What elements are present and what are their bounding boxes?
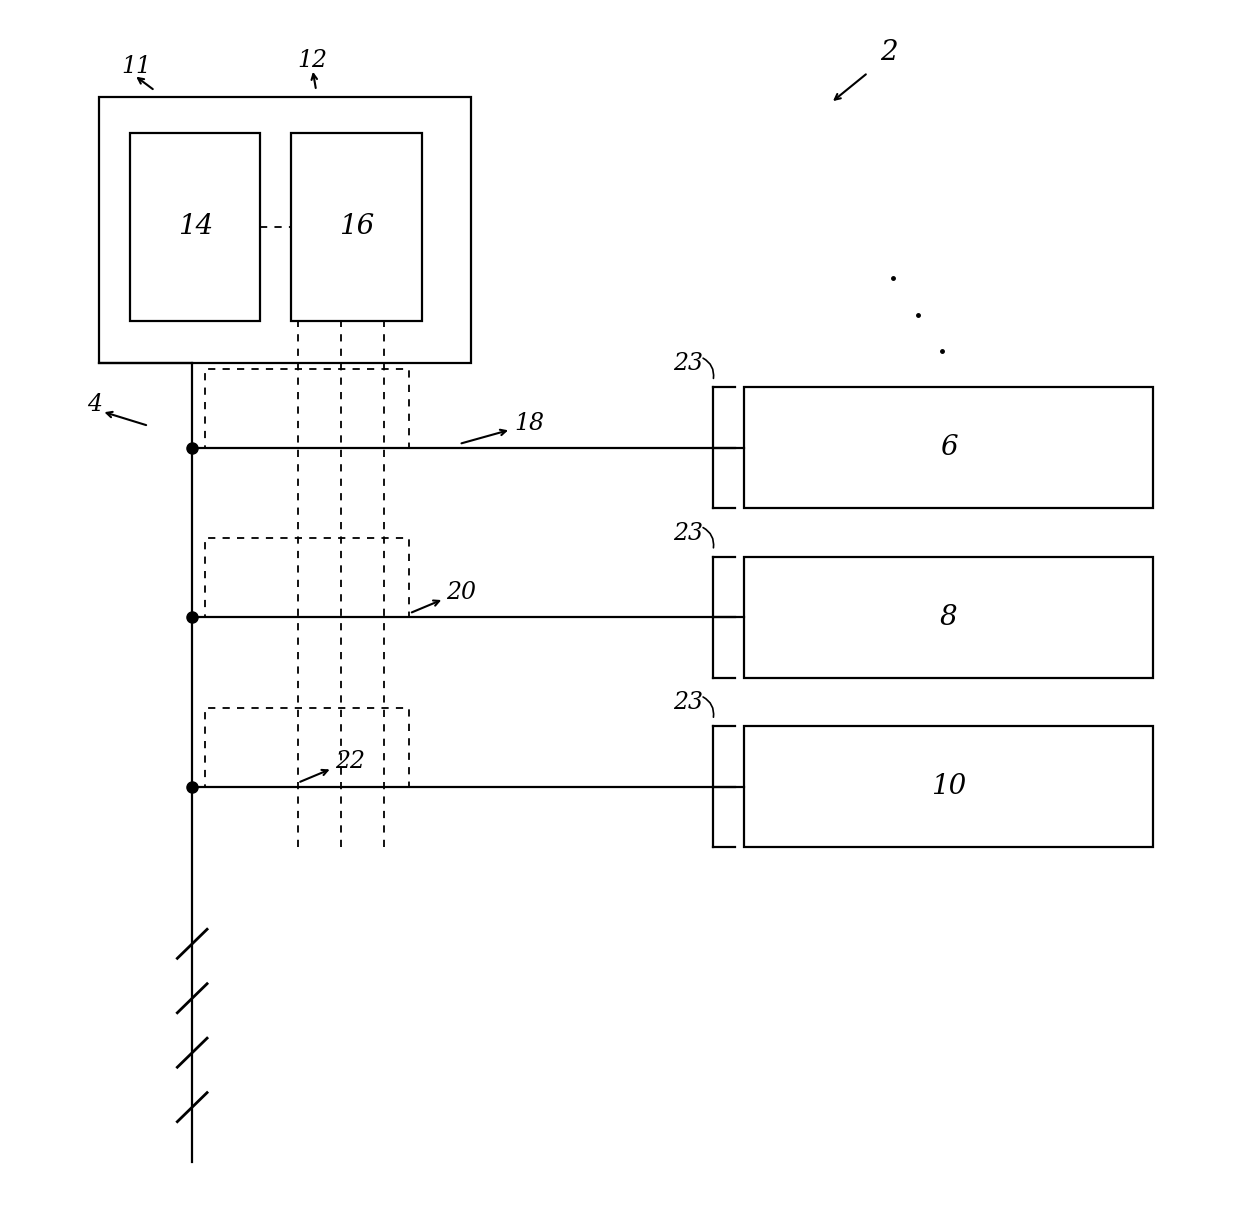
Text: 4: 4	[87, 393, 102, 416]
Text: 2: 2	[880, 40, 898, 67]
Text: 8: 8	[940, 604, 957, 630]
Text: 11: 11	[122, 54, 151, 77]
Text: 12: 12	[298, 48, 327, 71]
Bar	[744, 557, 1153, 678]
Text: 23: 23	[673, 691, 703, 714]
Bar	[744, 726, 1153, 847]
Bar	[744, 387, 1153, 508]
Text: 20: 20	[446, 581, 476, 604]
Text: 23: 23	[673, 352, 703, 375]
Bar	[205, 538, 409, 617]
Text: 23: 23	[673, 522, 703, 544]
Text: 6: 6	[940, 434, 957, 461]
Text: 22: 22	[335, 750, 365, 773]
Bar	[205, 369, 409, 448]
Text: 18: 18	[515, 411, 544, 434]
Bar	[205, 708, 409, 786]
Text: 16: 16	[339, 213, 374, 241]
Text: 10: 10	[931, 773, 966, 800]
Bar	[99, 97, 471, 363]
Bar	[291, 133, 422, 321]
Bar	[130, 133, 260, 321]
Text: 14: 14	[177, 213, 213, 241]
